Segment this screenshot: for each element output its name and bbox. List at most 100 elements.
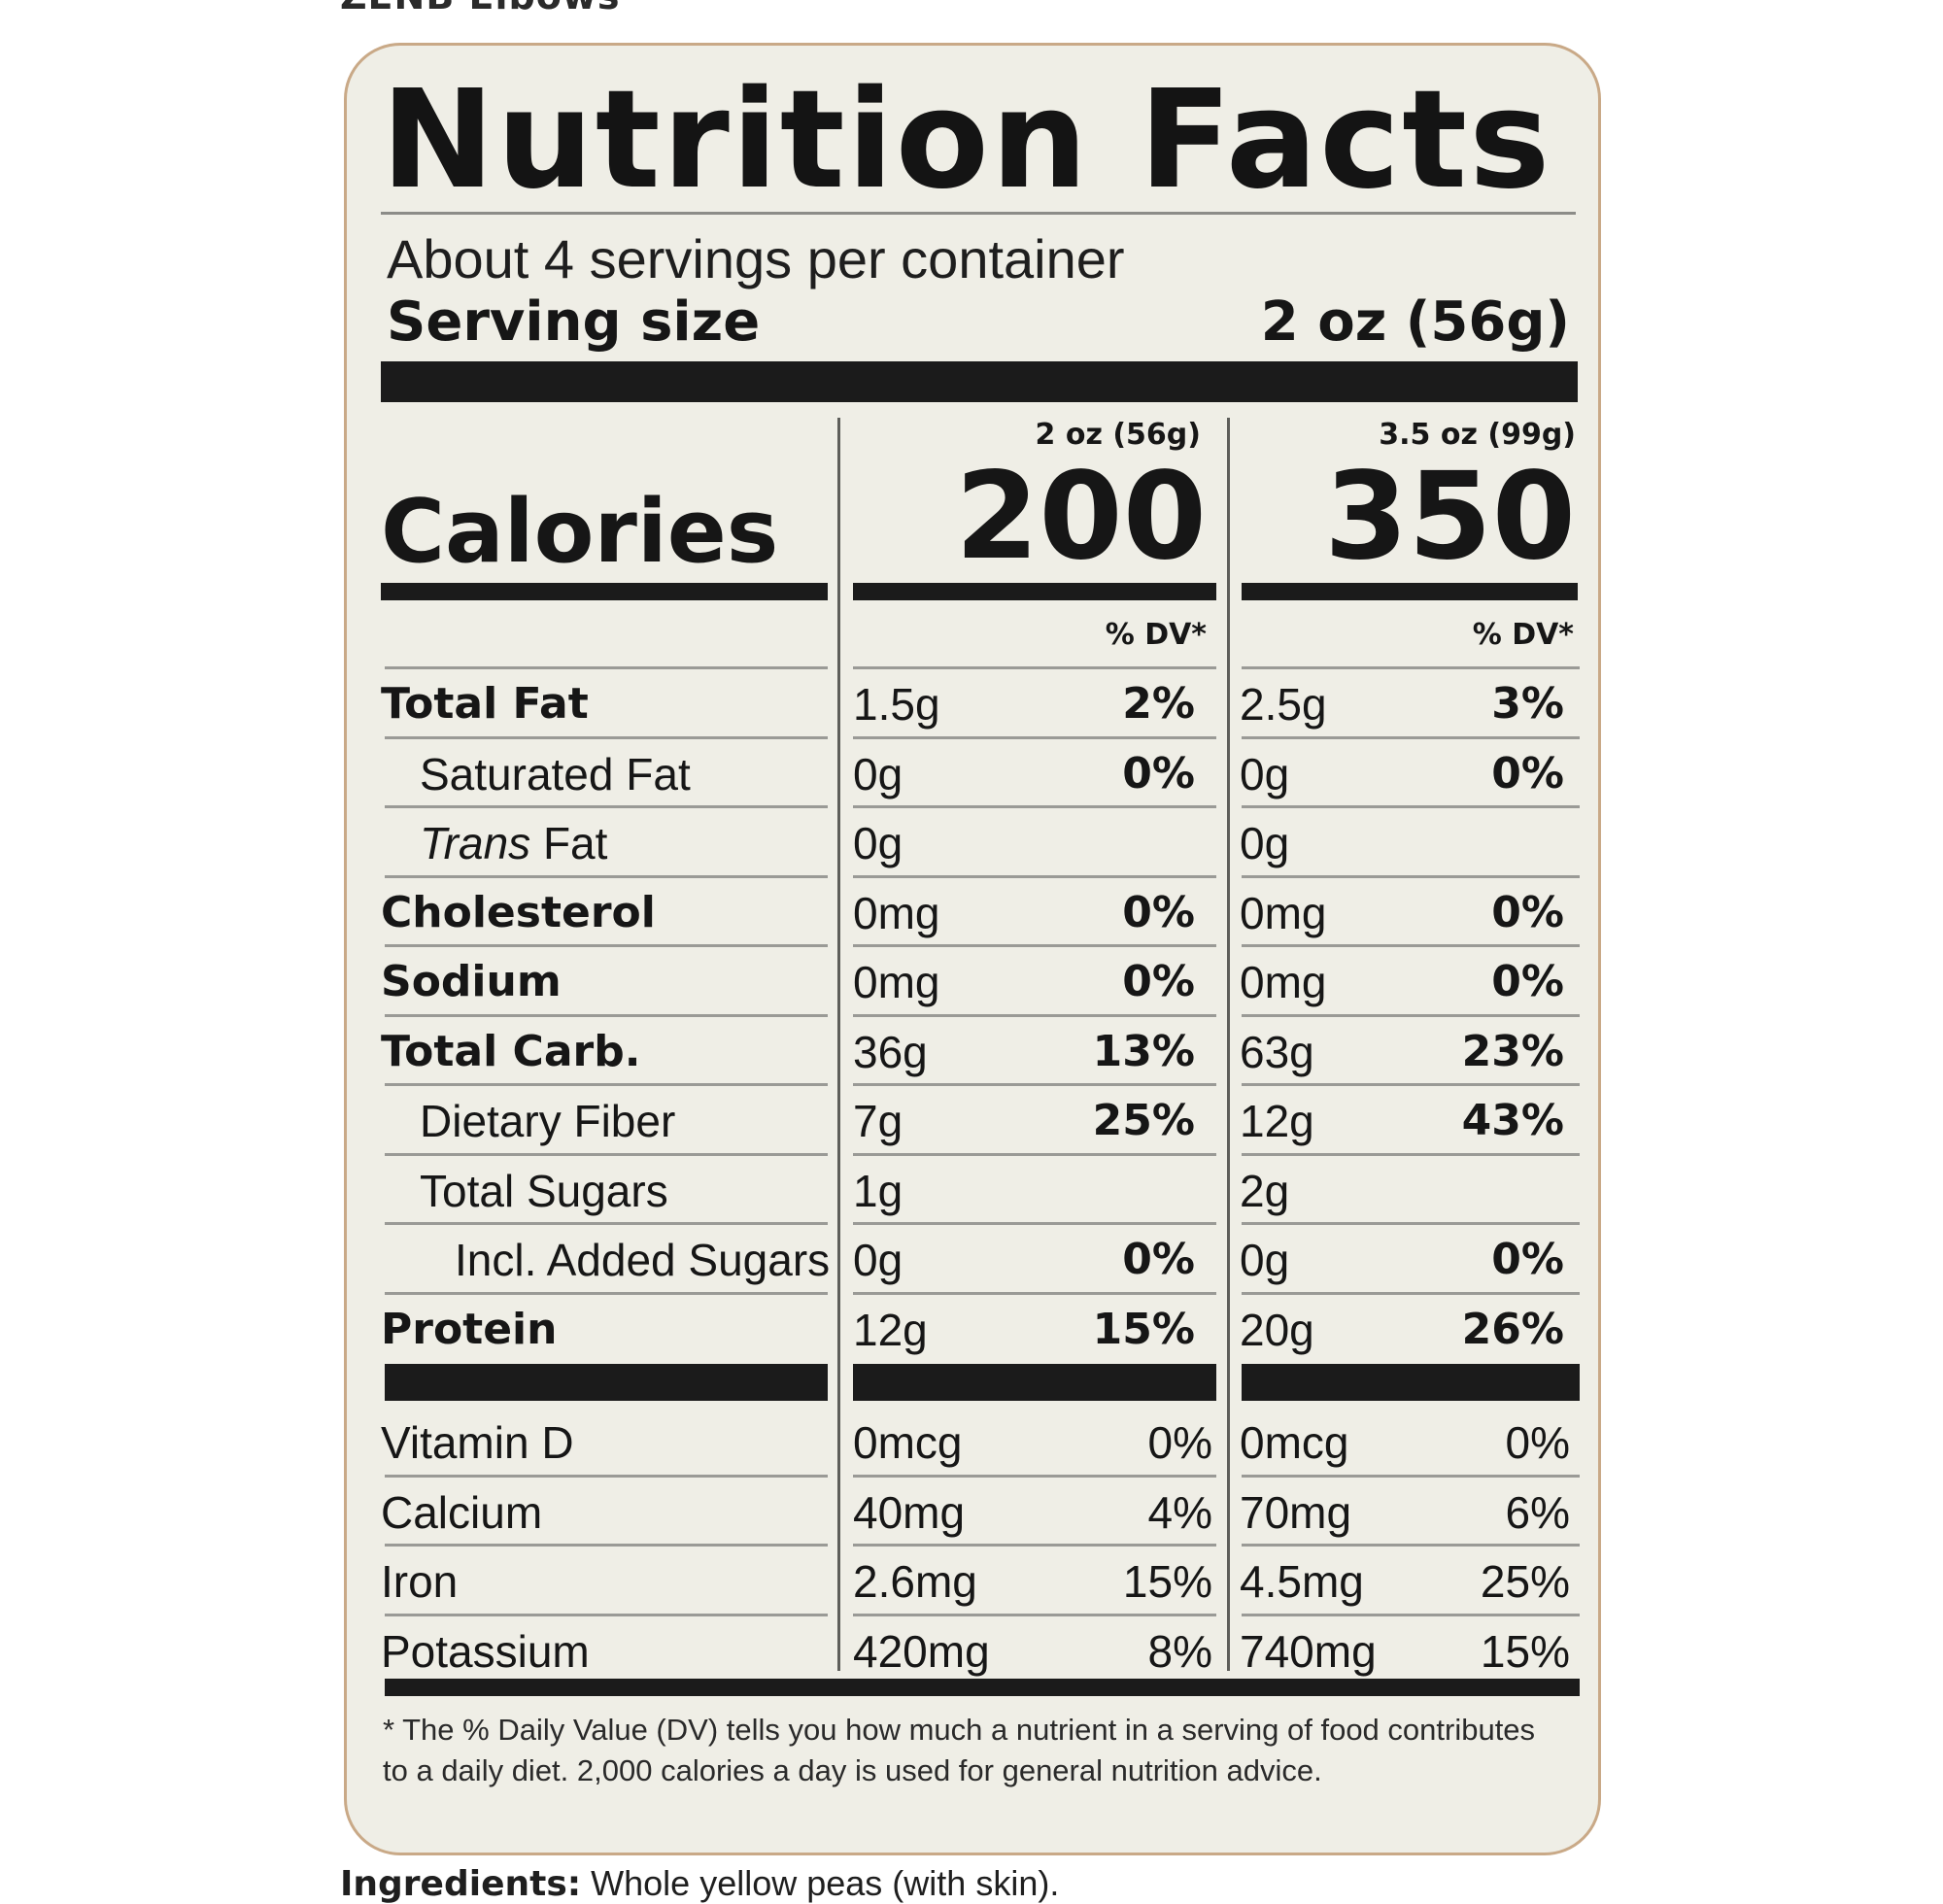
dv-col2: 43%: [1461, 1096, 1564, 1145]
nutrient-row: Incl. Added Sugars 0g 0% 0g 0%: [0, 1226, 1943, 1295]
thick-rule-mid-3: [1242, 1364, 1580, 1401]
row-separator: [385, 944, 828, 947]
dv-col2: 23%: [1461, 1026, 1564, 1076]
dv-col1: 0%: [1122, 748, 1195, 799]
row-separator: [1242, 1152, 1580, 1156]
nutrient-row: Dietary Fiber 7g 25% 12g 43%: [0, 1087, 1943, 1156]
amount-col2: 4.5mg: [1240, 1556, 1364, 1607]
amount-col1: 2.6mg: [853, 1556, 977, 1607]
row-separator: [1242, 874, 1580, 878]
dv-col2: 15%: [1480, 1625, 1570, 1677]
row-separator: [385, 1474, 828, 1478]
ingredients-text: Whole yellow peas (with skin).: [581, 1863, 1060, 1903]
dv-col1: 25%: [1092, 1096, 1195, 1145]
nutrient-name: Total Sugars: [420, 1165, 668, 1216]
amount-col2: 0mcg: [1240, 1417, 1349, 1468]
nutrient-row: Cholesterol 0mg 0% 0mg 0%: [0, 879, 1943, 948]
nutrient-name: Sodium: [381, 957, 562, 1006]
amount-col2: 63g: [1240, 1026, 1314, 1077]
amount-col2: 0g: [1240, 1235, 1290, 1285]
dv-header-2: % DV*: [1472, 618, 1574, 652]
amount-col2: 0g: [1240, 818, 1290, 868]
row-separator: [1242, 1613, 1580, 1616]
dv-col1: 15%: [1092, 1304, 1195, 1354]
thick-rule-mid-1: [385, 1364, 828, 1401]
dv-col2: 3%: [1491, 679, 1564, 729]
dv-col1: 0%: [1122, 1235, 1195, 1284]
nutrient-name: Protein: [381, 1304, 558, 1354]
title-rule: [381, 212, 1576, 215]
row-separator: [853, 1291, 1216, 1295]
column-divider-2: [1227, 418, 1230, 1671]
micronutrient-row: Vitamin D 0mcg 0% 0mcg 0%: [0, 1409, 1943, 1478]
amount-col2: 2.5g: [1240, 679, 1327, 730]
amount-col1: 0mg: [853, 887, 940, 938]
row-separator: [853, 805, 1216, 808]
dv-col1: 0%: [1122, 957, 1195, 1006]
row-separator: [1242, 735, 1580, 739]
thick-rule-bottom: [385, 1679, 1580, 1696]
nutrient-name: Vitamin D: [381, 1417, 574, 1468]
serving-size-label: Serving size: [387, 290, 761, 354]
dv-col2: 0%: [1505, 1417, 1570, 1468]
column-header-2: 3.5 oz (99g): [1379, 418, 1576, 452]
dv-col2: 26%: [1461, 1304, 1564, 1354]
row-separator: [1242, 1291, 1580, 1295]
nutrient-row: Trans Fat 0g 0g: [0, 809, 1943, 878]
dv-col1: 8%: [1147, 1625, 1212, 1677]
nutrient-row: Total Sugars 1g 2g: [0, 1157, 1943, 1226]
amount-col1: 0g: [853, 748, 903, 799]
footnote: * The % Daily Value (DV) tells you how m…: [383, 1713, 1536, 1787]
row-separator: [385, 1544, 828, 1547]
row-separator: [853, 1544, 1216, 1547]
amount-col2: 740mg: [1240, 1625, 1377, 1677]
nutrition-label-panel: [344, 43, 1601, 1855]
row-separator: [385, 1613, 828, 1616]
nutrient-row: Total Fat 1.5g 2% 2.5g 3%: [0, 670, 1943, 739]
row-separator: [1242, 805, 1580, 808]
calories-rule-2: [853, 583, 1216, 600]
row-separator: [853, 1222, 1216, 1225]
calories-value-1: 200: [955, 447, 1207, 587]
product-name-cut: ZENB Elbows: [340, 0, 621, 17]
row-separator: [385, 1152, 828, 1156]
dv-col2: 25%: [1480, 1556, 1570, 1607]
amount-col1: 0mg: [853, 957, 940, 1007]
thick-rule-mid-2: [853, 1364, 1216, 1401]
micronutrient-row: Iron 2.6mg 15% 4.5mg 25%: [0, 1547, 1943, 1616]
nutrient-name: Iron: [381, 1556, 459, 1607]
dv-col2: 0%: [1491, 887, 1564, 937]
dv-col1: 13%: [1092, 1026, 1195, 1076]
nutrient-name: Cholesterol: [381, 887, 656, 937]
row-separator: [853, 1474, 1216, 1478]
amount-col2: 12g: [1240, 1096, 1314, 1146]
ingredients-line: Ingredients: Whole yellow peas (with ski…: [340, 1863, 1059, 1904]
dv-col1: 4%: [1147, 1486, 1212, 1538]
amount-col2: 2g: [1240, 1165, 1290, 1216]
calories-rule-3: [1242, 583, 1578, 600]
nutrient-row: Saturated Fat 0g 0% 0g 0%: [0, 740, 1943, 809]
amount-col1: 0g: [853, 818, 903, 868]
row-separator: [385, 1013, 828, 1017]
amount-col1: 1g: [853, 1165, 903, 1216]
row-separator: [853, 1613, 1216, 1616]
row-separator: [1242, 1083, 1580, 1086]
amount-col1: 40mg: [853, 1486, 966, 1538]
nutrient-name: Total Fat: [381, 679, 589, 729]
nutrient-name: Total Carb.: [381, 1026, 641, 1076]
row-separator: [853, 735, 1216, 739]
row-separator: [853, 1083, 1216, 1086]
servings-per-container: About 4 servings per container: [387, 228, 1125, 289]
dv-header-1: % DV*: [1105, 618, 1207, 652]
nutrient-name: Dietary Fiber: [420, 1096, 676, 1146]
amount-col2: 0g: [1240, 748, 1290, 799]
nutrient-name: Trans Fat: [420, 817, 607, 869]
row-separator: [1242, 1544, 1580, 1547]
nutrient-name: Calcium: [381, 1486, 543, 1538]
amount-col1: 0mcg: [853, 1417, 963, 1468]
ingredients-label: Ingredients:: [340, 1864, 582, 1904]
row-separator: [1242, 666, 1580, 669]
micronutrient-row: Calcium 40mg 4% 70mg 6%: [0, 1479, 1943, 1547]
dv-col1: 2%: [1122, 679, 1195, 729]
amount-col2: 20g: [1240, 1304, 1314, 1355]
